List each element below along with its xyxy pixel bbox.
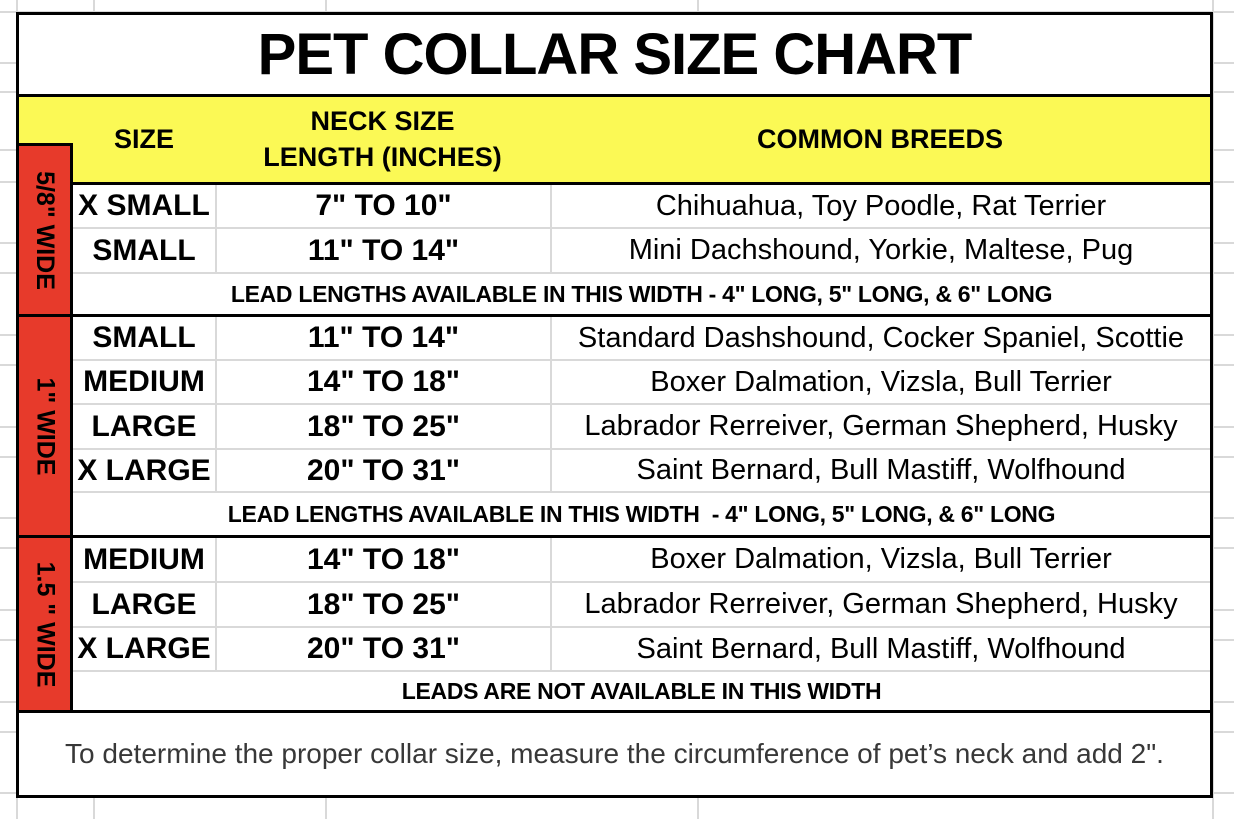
width-label-1-inch-text: 1" WIDE — [31, 377, 60, 475]
column-header-common-breeds: COMMON BREEDS — [550, 97, 1210, 182]
table-row: SMALL 11" TO 14" Standard Dashshound, Cock… — [19, 317, 1210, 361]
column-header-neck-line2: LENGTH (INCHES) — [263, 141, 502, 172]
width-label-1-5-inch: 1.5 " WIDE — [16, 538, 73, 713]
table-row: LARGE 18" TO 25" Labrador Rerreiver, Germa… — [19, 583, 1210, 628]
table-row: X SMALL 7" TO 10" Chihuahua, Toy Poodle, R… — [19, 185, 1210, 229]
breeds-cell: Standard Dashshound, Cocker Spaniel, Sco… — [550, 317, 1210, 359]
table-header-row: SIZE NECK SIZE LENGTH (INCHES) COMMON BR… — [19, 97, 1210, 185]
table-row: X LARGE 20" TO 31" Saint Bernard, Bull Mas… — [19, 450, 1210, 493]
width-label-1-inch: 1" WIDE — [16, 317, 73, 538]
breeds-cell: Chihuahua, Toy Poodle, Rat Terrier — [550, 185, 1210, 227]
section-1-inch-wide: SMALL 11" TO 14" Standard Dashshound, Cock… — [19, 317, 1210, 538]
table-row: MEDIUM 14" TO 18" Boxer Dalmation, Vizsla,… — [19, 538, 1210, 583]
breeds-cell: Boxer Dalmation, Vizsla, Bull Terrier — [550, 538, 1210, 581]
lead-availability-note: LEADS ARE NOT AVAILABLE IN THIS WIDTH — [401, 677, 882, 704]
table-row: MEDIUM 14" TO 18" Boxer Dalmation, Vizsla,… — [19, 361, 1210, 405]
measurement-note-text: To determine the proper collar size, mea… — [65, 738, 1164, 769]
page-title: PET COLLAR SIZE CHART — [19, 15, 1210, 97]
neck-size-cell: 20" TO 31" — [215, 628, 550, 670]
neck-size-cell: 11" TO 14" — [215, 229, 550, 272]
measurement-note-row: To determine the proper collar size, mea… — [19, 713, 1210, 795]
size-cell: X SMALL — [78, 189, 210, 222]
neck-size-cell: 7" TO 10" — [215, 185, 550, 227]
section-footer-row: LEAD LENGTHS AVAILABLE IN THIS WIDTH - 4… — [19, 493, 1210, 538]
width-label-5-8-inch: 5/8" WIDE — [16, 143, 73, 317]
breeds-cell: Boxer Dalmation, Vizsla, Bull Terrier — [550, 361, 1210, 403]
breeds-cell: Mini Dachshound, Yorkie, Maltese, Pug — [550, 229, 1210, 272]
column-header-size: SIZE — [73, 97, 215, 182]
size-cell: MEDIUM — [83, 365, 205, 398]
size-cell: MEDIUM — [83, 542, 205, 576]
section-footer-row: LEAD LENGTHS AVAILABLE IN THIS WIDTH - 4… — [19, 274, 1210, 317]
column-header-neck-size: NECK SIZE LENGTH (INCHES) — [215, 97, 550, 182]
width-label-5-8-inch-text: 5/8" WIDE — [31, 170, 60, 290]
neck-size-cell: 20" TO 31" — [215, 450, 550, 491]
neck-size-cell: 18" TO 25" — [215, 583, 550, 626]
neck-size-cell: 18" TO 25" — [215, 405, 550, 448]
size-cell: SMALL — [92, 321, 196, 354]
size-cell: SMALL — [92, 233, 196, 267]
size-cell: X LARGE — [77, 453, 211, 487]
section-footer-row: LEADS ARE NOT AVAILABLE IN THIS WIDTH — [19, 672, 1210, 713]
table-row: LARGE 18" TO 25" Labrador Rerreiver, Germa… — [19, 405, 1210, 450]
breeds-cell: Labrador Rerreiver, German Shepherd, Hus… — [550, 583, 1210, 626]
breeds-cell: Saint Bernard, Bull Mastiff, Wolfhound — [550, 628, 1210, 670]
lead-availability-note: LEAD LENGTHS AVAILABLE IN THIS WIDTH - 4… — [227, 500, 1056, 527]
width-label-1-5-inch-text: 1.5 " WIDE — [31, 561, 59, 687]
section-5-8-inch-wide: X SMALL 7" TO 10" Chihuahua, Toy Poodle, R… — [19, 185, 1210, 317]
size-cell: X LARGE — [77, 632, 211, 665]
table-row: X LARGE 20" TO 31" Saint Bernard, Bull Mas… — [19, 628, 1210, 672]
neck-size-cell: 14" TO 18" — [215, 538, 550, 581]
size-cell: LARGE — [91, 409, 197, 443]
breeds-cell: Saint Bernard, Bull Mastiff, Wolfhound — [550, 450, 1210, 491]
sheet-gridline — [1212, 0, 1214, 819]
column-header-neck-line1: NECK SIZE — [310, 106, 455, 137]
column-header-breeds-label: COMMON BREEDS — [756, 123, 1003, 154]
lead-availability-note: LEAD LENGTHS AVAILABLE IN THIS WIDTH - 4… — [230, 280, 1053, 307]
column-header-size-label: SIZE — [113, 123, 174, 154]
neck-size-cell: 11" TO 14" — [215, 317, 550, 359]
size-cell: LARGE — [91, 587, 197, 621]
section-1-5-inch-wide: MEDIUM 14" TO 18" Boxer Dalmation, Vizsla,… — [19, 538, 1210, 713]
page-title-text: PET COLLAR SIZE CHART — [257, 22, 973, 87]
neck-size-cell: 14" TO 18" — [215, 361, 550, 403]
table-row: SMALL 11" TO 14" Mini Dachshound, Yorkie, … — [19, 229, 1210, 274]
size-chart-table: PET COLLAR SIZE CHART SIZE NECK SIZE LEN… — [16, 12, 1213, 798]
breeds-cell: Labrador Rerreiver, German Shepherd, Hus… — [550, 405, 1210, 448]
